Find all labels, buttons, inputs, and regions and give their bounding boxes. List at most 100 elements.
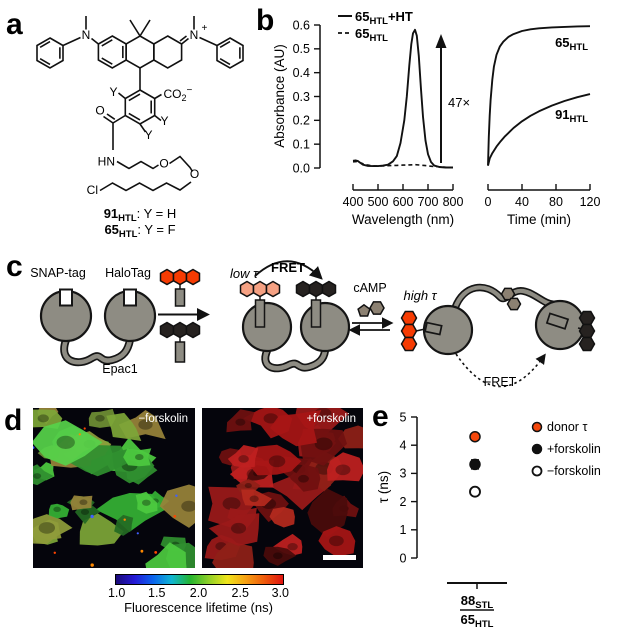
data-point <box>469 485 481 498</box>
group-top-sub: STL <box>475 600 493 611</box>
x-tick-label: 700 <box>418 195 439 209</box>
cell-nucleus <box>141 499 151 506</box>
group-label-top: 88STL <box>461 593 494 611</box>
cell-nucleus <box>33 473 42 479</box>
dye-hexagon <box>369 301 385 315</box>
cell-blob <box>135 491 158 514</box>
n-iminium-label: N <box>190 28 199 42</box>
dye-hexagon <box>295 280 311 298</box>
panel-b-label: b <box>256 4 275 37</box>
colorbar-tick: 2.5 <box>231 586 249 600</box>
x-tick-label: 800 <box>443 195 464 209</box>
x-tick-label: 400 <box>343 195 364 209</box>
y-tick-label: 0.0 <box>293 161 310 175</box>
double-bond <box>101 39 113 47</box>
b-y-axis-title: Absorbance (AU) <box>272 44 287 148</box>
curve65-main: 65 <box>555 35 569 50</box>
spectrum-65htl <box>352 160 454 169</box>
double-bond <box>219 40 231 48</box>
tick-marks <box>314 24 591 190</box>
legend-entry-1: 65HTL+HT <box>355 9 413 27</box>
arrow-head <box>435 34 447 48</box>
donor-inserted-linker <box>254 299 266 328</box>
snap-tag-label: SNAP-tag <box>30 266 86 280</box>
curve-label-65: 65HTL <box>555 35 588 53</box>
cell-nucleus <box>95 414 105 422</box>
co-text: CO <box>164 87 182 101</box>
cell-nucleus <box>37 414 49 423</box>
double-bond <box>39 58 51 66</box>
variant-65-label: 65HTL: Y = F <box>104 222 175 240</box>
tick-labels: 0.0 0.1 0.2 0.3 0.4 0.5 0.6 400 500 600 700 800 0 40 8… <box>293 18 601 209</box>
cell-blob <box>307 488 348 538</box>
low-tau-label: low τ <box>230 266 259 281</box>
cell-blob <box>263 546 297 566</box>
halo-domain-labeled <box>299 301 351 353</box>
e-legend: donor τ +forskolin −forskolin <box>531 420 601 478</box>
panel-e-label: e <box>372 400 389 433</box>
group-label-bottom: 65HTL <box>461 612 494 630</box>
speckle <box>90 514 94 519</box>
cell-blob <box>159 484 195 528</box>
b-legend: 65HTL+HT 65HTL <box>338 9 413 44</box>
y-substituent-1: Y <box>109 85 117 99</box>
legend-entry-2: 65HTL <box>355 26 388 44</box>
cell-nucleus <box>230 522 247 534</box>
speckle <box>53 551 56 554</box>
scale-bar <box>323 555 356 560</box>
ether-o2-label: O <box>190 167 199 181</box>
e-y-tick-label: 5 <box>400 410 407 424</box>
cell-nucleus <box>268 455 286 468</box>
carbonyl-o-label: O <box>95 104 104 118</box>
cell-nucleus <box>138 419 153 430</box>
cell-nucleus <box>135 454 144 461</box>
panel-c-scheme: SNAP-tag HaloTag Epac1 low τ FRET cAMP <box>30 260 596 389</box>
double-bond <box>128 93 141 102</box>
y-substituent-2: Y <box>160 114 168 128</box>
double-bond <box>219 58 231 66</box>
curve91-main: 91 <box>555 107 569 122</box>
cell-blob <box>33 420 103 466</box>
cell-nucleus <box>314 437 333 451</box>
curve91-sub: HTL <box>570 114 589 125</box>
fold-change-label: 47× <box>448 95 470 110</box>
ring <box>153 35 183 69</box>
cell-nucleus <box>238 455 249 463</box>
speckle <box>33 446 35 449</box>
legend-label-minus-forskolin: −forskolin <box>547 464 601 478</box>
cell-nucleus <box>329 535 344 547</box>
e-tick-marks <box>411 416 417 559</box>
cell-blob <box>208 513 260 546</box>
cell-blob <box>227 445 259 468</box>
spectrum-65htl-ht <box>352 28 453 169</box>
donor-connector <box>415 328 426 332</box>
dye-hexagon <box>578 323 596 339</box>
legend2-sub: HTL <box>369 33 388 44</box>
cell-blob <box>269 507 295 528</box>
cell-blob <box>106 412 142 441</box>
bond-skeleton <box>62 16 218 192</box>
cell-blob <box>33 464 54 486</box>
b-left-x-axis-title: Wavelength (nm) <box>352 212 454 227</box>
dye-hexagon <box>400 310 418 326</box>
x-tick-label: 40 <box>515 195 529 209</box>
cell-blob <box>226 409 255 433</box>
cell-nucleus <box>181 500 195 512</box>
donor-dye-linker <box>174 288 186 307</box>
speckle <box>78 433 81 436</box>
y-tick-label: 0.2 <box>293 114 310 128</box>
cell-nucleus <box>249 495 259 503</box>
legend1-suffix: +HT <box>388 9 413 24</box>
b-curves <box>352 25 591 169</box>
snap-domain-labeled <box>241 301 293 353</box>
x-tick-label: 600 <box>393 195 414 209</box>
acceptor-dye-linker <box>174 341 186 363</box>
variant-65-rest: : Y = F <box>137 222 175 237</box>
ring <box>97 35 127 69</box>
curve-label-91: 91HTL <box>555 107 588 125</box>
x-tick-label: 120 <box>580 195 601 209</box>
dye-hexagon <box>185 321 201 339</box>
x-tick-label: 500 <box>368 195 389 209</box>
co-sup: − <box>187 85 193 96</box>
